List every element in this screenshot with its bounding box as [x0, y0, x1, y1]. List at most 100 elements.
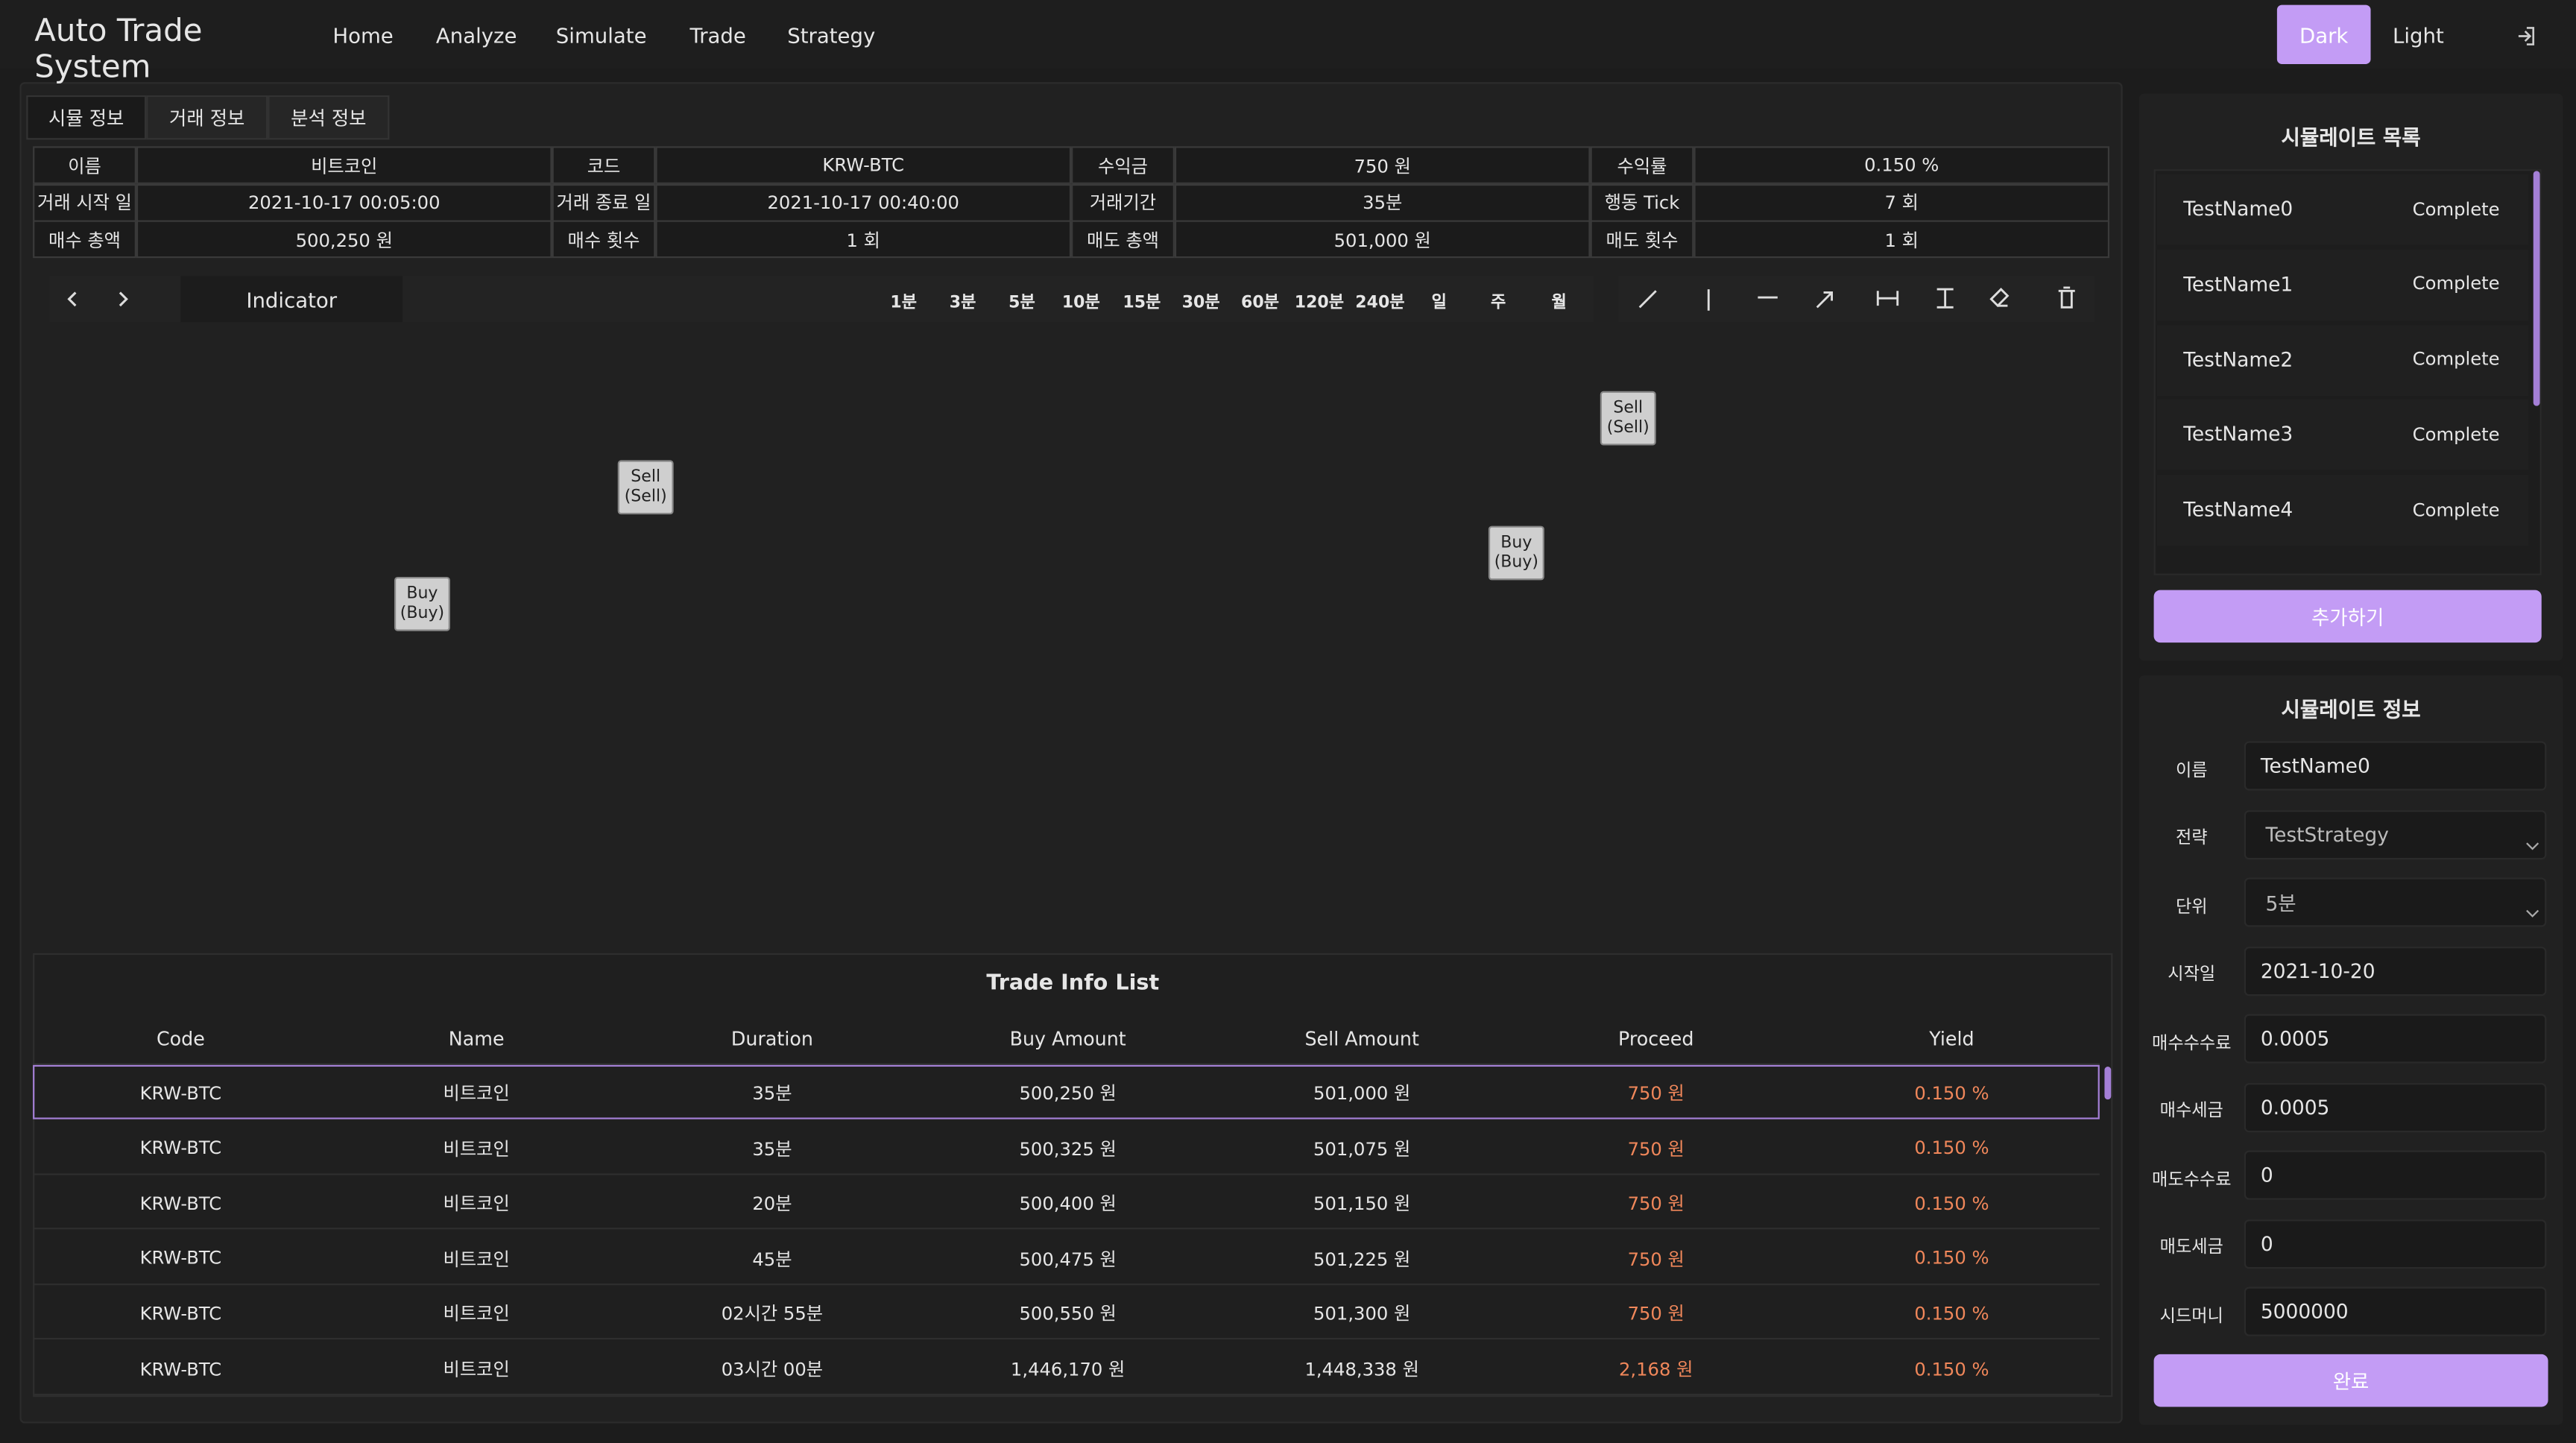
- table-cell: 501,000 원: [1313, 1083, 1411, 1105]
- field-value: 2021-10-20: [2260, 959, 2375, 982]
- table-cell: 03시간 00분: [721, 1359, 824, 1381]
- interval-button[interactable]: 주: [1490, 293, 1506, 312]
- field-label: 단위: [2175, 896, 2208, 917]
- list-item[interactable]: [2156, 475, 2529, 546]
- field-value: 5분: [2265, 891, 2296, 915]
- field-label: 전략: [2175, 828, 2208, 848]
- list-item[interactable]: [2156, 174, 2529, 245]
- table-cell: 20분: [752, 1193, 792, 1215]
- add-button[interactable]: 추가하기: [2153, 590, 2542, 643]
- interval-button[interactable]: 15분: [1123, 293, 1161, 312]
- field-value: 0.0005: [2260, 1095, 2330, 1119]
- field-input[interactable]: [2244, 809, 2547, 859]
- table-cell: KRW-BTC: [139, 1248, 222, 1269]
- field-label: 이름: [2175, 760, 2208, 780]
- annotation: Sell (Sell): [617, 460, 674, 515]
- list-item[interactable]: [2156, 249, 2529, 321]
- field-input[interactable]: [2244, 945, 2547, 996]
- table-cell: KRW-BTC: [139, 1358, 222, 1380]
- interval-button[interactable]: 10분: [1061, 293, 1100, 312]
- field-input[interactable]: [2244, 877, 2547, 927]
- info-value: 1 회: [655, 220, 1072, 259]
- field-input[interactable]: [2244, 1014, 2547, 1064]
- table-cell: 02시간 55분: [721, 1304, 824, 1326]
- prev-button[interactable]: [57, 284, 87, 314]
- nav-link[interactable]: Trade: [689, 22, 746, 47]
- table-row[interactable]: [33, 1120, 2100, 1175]
- nav-link[interactable]: Strategy: [787, 22, 876, 47]
- field-value: 5000000: [2260, 1300, 2349, 1324]
- column-header: Code: [156, 1027, 205, 1050]
- info-value: 비트코인: [136, 146, 552, 184]
- annotation: Buy (Buy): [1488, 525, 1544, 581]
- table-cell: 0.150 %: [1914, 1358, 1989, 1380]
- indicator-button[interactable]: Indicator: [180, 276, 403, 323]
- table-row[interactable]: [33, 1064, 2100, 1120]
- interval-button[interactable]: 일: [1431, 293, 1447, 312]
- table-row[interactable]: [33, 1286, 2100, 1340]
- tab[interactable]: 시뮬 정보: [26, 95, 147, 140]
- table-cell: 1,446,170 원: [1010, 1359, 1126, 1381]
- info-value: 1 회: [1693, 220, 2110, 259]
- table-cell: 35분: [752, 1138, 792, 1160]
- trade-list-panel: [33, 953, 2113, 1398]
- interval-button[interactable]: 1분: [890, 293, 918, 312]
- field-label: 매수수수료: [2152, 1032, 2232, 1053]
- table-cell: 750 원: [1627, 1083, 1685, 1105]
- table-cell: 0.150 %: [1914, 1082, 1989, 1104]
- table-row[interactable]: [33, 1341, 2100, 1396]
- nav-link[interactable]: Simulate: [555, 22, 647, 47]
- info-label: 매도 횟수: [1590, 220, 1694, 259]
- info-label: 거래기간: [1071, 183, 1175, 221]
- annotation: Sell (Sell): [1600, 391, 1656, 446]
- table-cell: 501,150 원: [1313, 1193, 1411, 1215]
- info-value: 35분: [1174, 183, 1591, 221]
- table-cell: 비트코인: [443, 1248, 510, 1271]
- field-value: TestName0: [2260, 754, 2370, 777]
- info-label: 수익금: [1071, 146, 1175, 184]
- table-cell: KRW-BTC: [139, 1193, 222, 1214]
- field-input[interactable]: [2244, 1082, 2547, 1132]
- info-label: 거래 시작 일: [33, 183, 136, 221]
- interval-button[interactable]: 월: [1551, 293, 1567, 312]
- list-item[interactable]: [2156, 400, 2529, 471]
- tab[interactable]: 거래 정보: [146, 95, 268, 140]
- interval-button[interactable]: 60분: [1241, 293, 1280, 312]
- table-cell: 501,225 원: [1313, 1248, 1411, 1271]
- nav-link[interactable]: Home: [332, 22, 394, 47]
- table-cell: 500,475 원: [1019, 1248, 1117, 1271]
- tab[interactable]: 분석 정보: [268, 95, 390, 140]
- select-chevron: [2525, 896, 2540, 918]
- field-input[interactable]: [2244, 1286, 2547, 1336]
- table-cell: 500,250 원: [1019, 1083, 1117, 1105]
- table-cell: 750 원: [1627, 1193, 1685, 1215]
- field-input[interactable]: [2244, 1219, 2547, 1269]
- draw-tool-icons[interactable]: [1618, 276, 2094, 322]
- theme-light[interactable]: Light: [2393, 22, 2444, 47]
- field-input[interactable]: [2244, 741, 2547, 791]
- info-value: 501,000 원: [1174, 220, 1591, 259]
- nav-bar: [0, 0, 2576, 69]
- list-scrollbar: [2533, 171, 2540, 406]
- nav-link[interactable]: Analyze: [435, 22, 517, 47]
- interval-button[interactable]: 30분: [1181, 293, 1220, 312]
- app-title: Auto Trade System: [34, 13, 203, 86]
- theme-dark[interactable]: Dark: [2276, 4, 2371, 64]
- field-input[interactable]: [2244, 1150, 2547, 1200]
- interval-button[interactable]: 120분: [1294, 293, 1345, 312]
- info-label: 수익률: [1590, 146, 1694, 184]
- table-cell: 500,550 원: [1019, 1304, 1117, 1326]
- item-name: TestName0: [2183, 197, 2294, 221]
- list-item[interactable]: [2156, 324, 2529, 396]
- interval-button[interactable]: 240분: [1355, 293, 1405, 312]
- table-row[interactable]: [33, 1175, 2100, 1230]
- submit-button[interactable]: 완료: [2153, 1354, 2548, 1407]
- next-button[interactable]: [108, 284, 138, 314]
- logout-icon[interactable]: [2515, 23, 2538, 46]
- interval-button[interactable]: 5분: [1008, 293, 1035, 312]
- table-cell: 500,400 원: [1019, 1193, 1117, 1215]
- interval-button[interactable]: 3분: [949, 293, 976, 312]
- table-row[interactable]: [33, 1231, 2100, 1285]
- field-value: TestStrategy: [2265, 822, 2389, 846]
